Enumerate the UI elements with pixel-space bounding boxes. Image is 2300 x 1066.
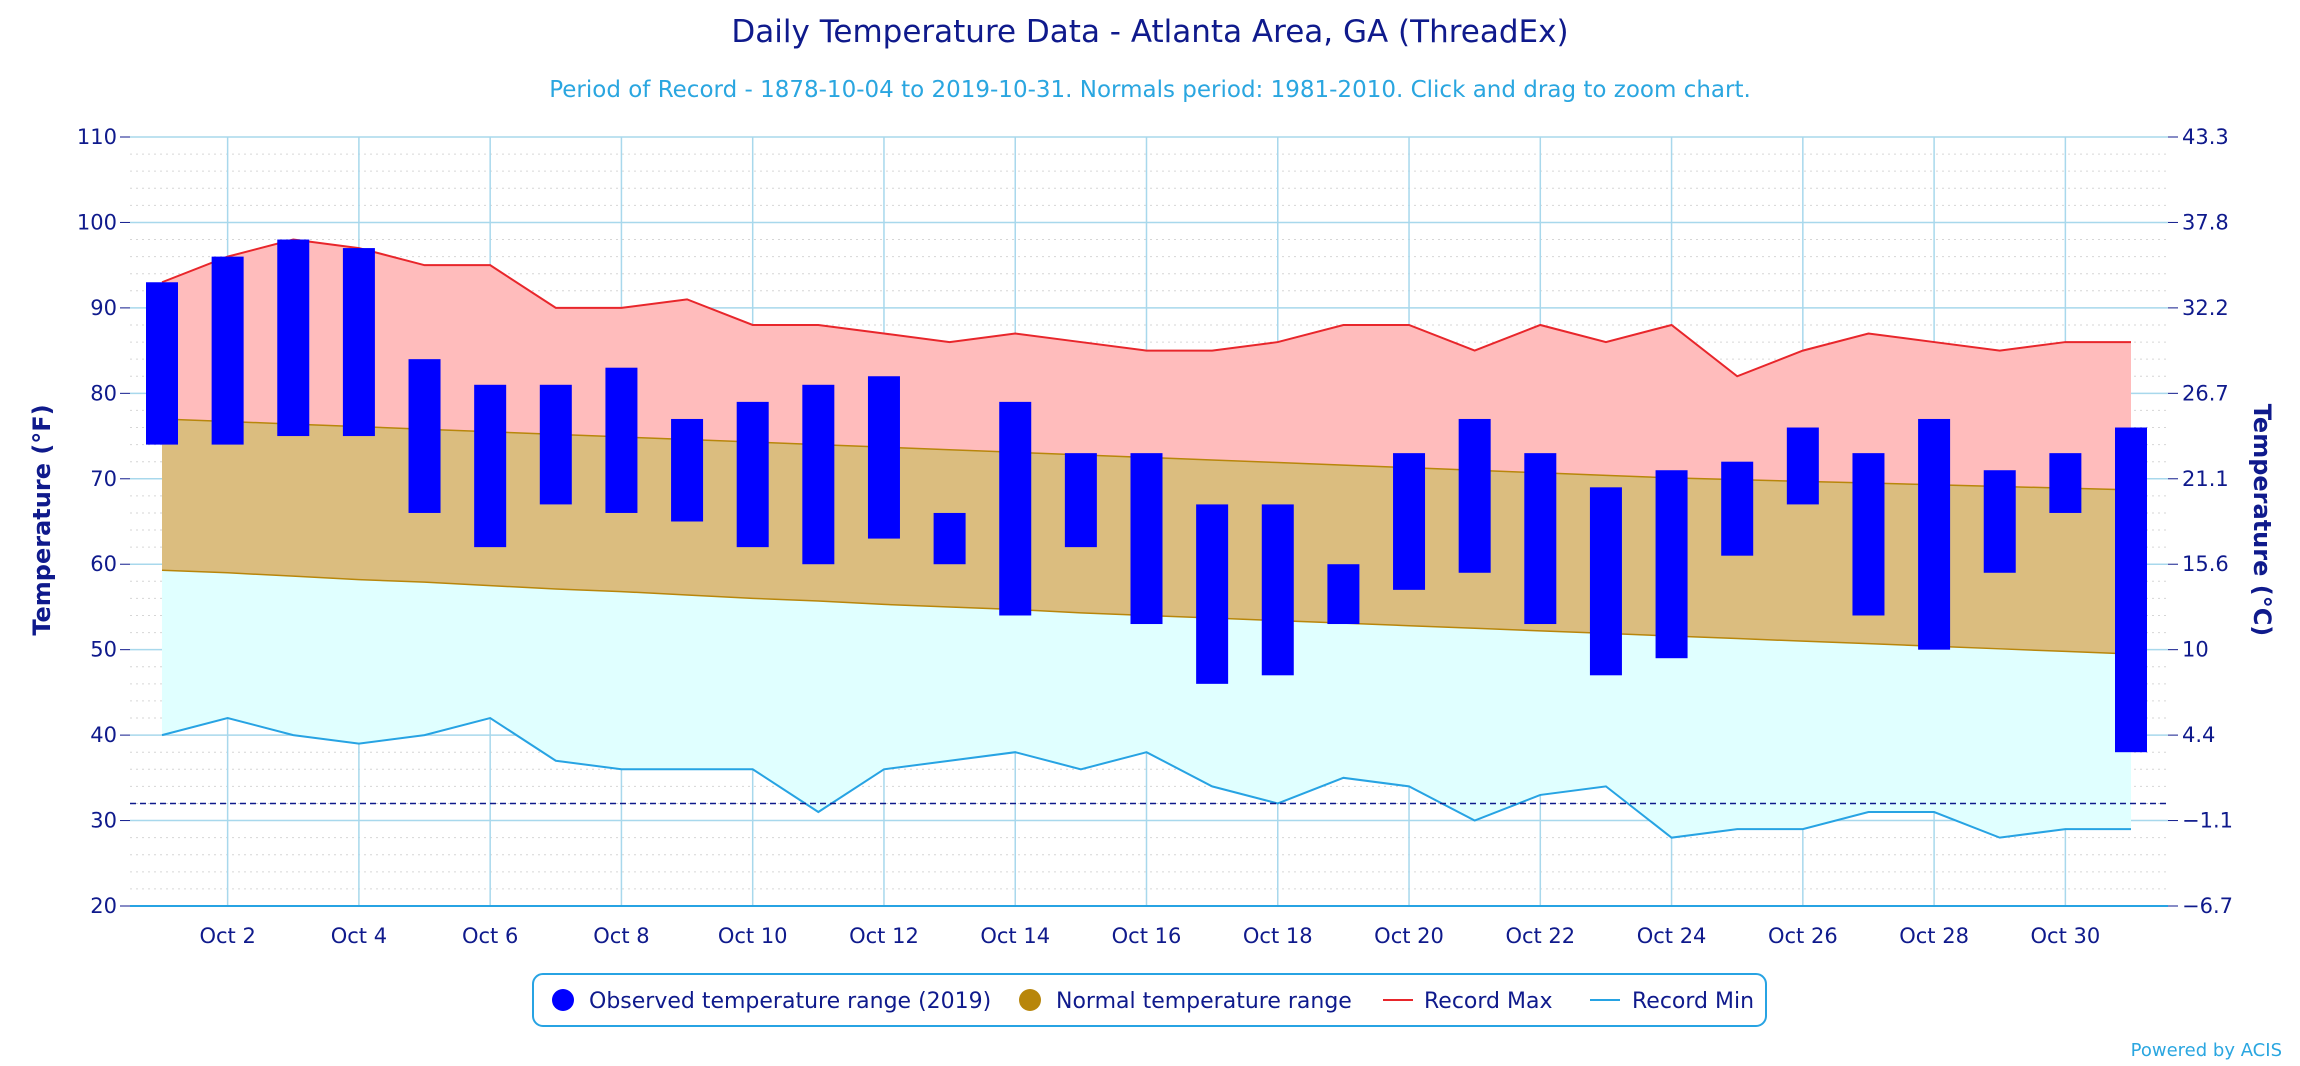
y-tick-right: 10	[2182, 638, 2209, 662]
y-tick-left: 20	[90, 894, 117, 918]
credits-link[interactable]: Powered by ACIS	[2131, 1040, 2282, 1061]
x-tick-label: Oct 8	[593, 924, 649, 948]
observed-bar-oct-8[interactable]	[605, 367, 638, 513]
observed-bar-oct-13[interactable]	[933, 512, 966, 565]
observed-bar-oct-12[interactable]	[867, 376, 900, 539]
y-tick-right: −6.7	[2182, 894, 2233, 918]
observed-bar-oct-1[interactable]	[146, 282, 178, 445]
record-min-line	[161, 716, 2131, 839]
x-tick-label: Oct 28	[1899, 924, 1969, 948]
x-tick-label: Oct 24	[1637, 924, 1707, 948]
y-tick-right: 26.7	[2182, 381, 2229, 405]
y-tick-right: 32.2	[2182, 296, 2229, 320]
observed-bars[interactable]	[146, 239, 2147, 753]
observed-bar-oct-11[interactable]	[802, 384, 835, 565]
legend-normal-label: Normal temperature range	[1056, 989, 1352, 1014]
y-tick-right: 37.8	[2182, 210, 2229, 234]
observed-bar-oct-29[interactable]	[1983, 470, 2016, 573]
observed-bar-oct-18[interactable]	[1261, 504, 1294, 676]
x-tick-label: Oct 2	[199, 924, 255, 948]
y-tick-left: 70	[90, 467, 117, 491]
y-tick-right: −1.1	[2182, 809, 2233, 833]
y-tick-left: 40	[90, 723, 117, 747]
y-tick-left: 80	[90, 381, 117, 405]
x-tick-label: Oct 10	[718, 924, 788, 948]
axes: 20 30 40 50 60 70 80 90 100 110 −6.7 −1.1 4.4 10 15.6 2…	[77, 125, 2233, 948]
legend-item-record-max[interactable]: Record Max	[1383, 989, 1553, 1014]
observed-bar-oct-30[interactable]	[2049, 453, 2082, 513]
record-max-area	[162, 239, 2131, 490]
y-tick-left: 30	[90, 809, 117, 833]
y-tick-left: 90	[90, 296, 117, 320]
legend-item-observed[interactable]: Observed temperature range (2019)	[552, 989, 991, 1014]
observed-bar-oct-9[interactable]	[671, 418, 704, 522]
legend-item-normal[interactable]: Normal temperature range	[1019, 989, 1352, 1014]
record-max-line	[161, 238, 2131, 378]
observed-bar-oct-28[interactable]	[1918, 418, 1951, 650]
legend-observed-marker	[552, 989, 574, 1011]
observed-bar-oct-4[interactable]	[342, 248, 375, 437]
observed-bar-oct-20[interactable]	[1393, 453, 1426, 590]
record-min-area	[162, 570, 2131, 838]
y-tick-right: 21.1	[2182, 467, 2229, 491]
y-axis-title-right: Temperature (°C)	[2248, 404, 2276, 637]
y-tick-left: 110	[77, 125, 117, 149]
observed-bar-oct-27[interactable]	[1852, 453, 1885, 616]
observed-bar-oct-17[interactable]	[1196, 504, 1229, 684]
observed-bar-oct-21[interactable]	[1458, 418, 1491, 573]
legend-observed-label: Observed temperature range (2019)	[589, 989, 991, 1014]
observed-bar-oct-3[interactable]	[277, 239, 310, 437]
y-tick-left: 60	[90, 552, 117, 576]
observed-bar-oct-2[interactable]	[211, 256, 244, 445]
observed-bar-oct-7[interactable]	[539, 384, 572, 505]
x-tick-label: Oct 18	[1243, 924, 1313, 948]
observed-bar-oct-19[interactable]	[1327, 564, 1360, 625]
y-axis-title-left: Temperature (°F)	[28, 404, 56, 635]
x-tick-label: Oct 4	[331, 924, 387, 948]
observed-bar-oct-6[interactable]	[474, 384, 507, 548]
y-tick-right: 43.3	[2182, 125, 2229, 149]
observed-bar-oct-31[interactable]	[2115, 427, 2147, 753]
legend-box	[532, 973, 1767, 1027]
observed-bar-oct-10[interactable]	[736, 401, 769, 548]
chart-subtitle: Period of Record - 1878-10-04 to 2019-10…	[549, 77, 1751, 103]
x-tick-label: Oct 30	[2031, 924, 2101, 948]
observed-bar-oct-15[interactable]	[1064, 453, 1097, 548]
legend[interactable]: Observed temperature range (2019) Normal…	[532, 973, 1767, 1027]
y-tick-right: 4.4	[2182, 723, 2215, 747]
x-tick-label: Oct 22	[1505, 924, 1575, 948]
x-tick-label: Oct 26	[1768, 924, 1838, 948]
observed-bar-oct-22[interactable]	[1524, 453, 1557, 625]
x-tick-label: Oct 16	[1112, 924, 1182, 948]
observed-bar-oct-26[interactable]	[1786, 427, 1819, 505]
y-tick-left: 100	[77, 210, 117, 234]
observed-bar-oct-16[interactable]	[1130, 453, 1163, 625]
observed-bar-oct-23[interactable]	[1589, 487, 1622, 676]
chart-title: Daily Temperature Data - Atlanta Area, G…	[731, 14, 1568, 50]
y-tick-right: 15.6	[2182, 552, 2229, 576]
x-tick-label: Oct 12	[849, 924, 919, 948]
observed-bar-oct-5[interactable]	[408, 359, 441, 513]
x-tick-label: Oct 14	[980, 924, 1050, 948]
x-tick-label: Oct 6	[462, 924, 518, 948]
observed-bar-oct-14[interactable]	[999, 401, 1032, 616]
y-tick-left: 50	[90, 638, 117, 662]
legend-record-max-label: Record Max	[1424, 989, 1553, 1014]
observed-bar-oct-24[interactable]	[1655, 470, 1688, 659]
legend-normal-marker	[1019, 989, 1041, 1011]
legend-record-min-label: Record Min	[1632, 989, 1754, 1014]
observed-bar-oct-25[interactable]	[1721, 461, 1754, 556]
x-tick-label: Oct 20	[1374, 924, 1444, 948]
legend-item-record-min[interactable]: Record Min	[1590, 989, 1754, 1014]
